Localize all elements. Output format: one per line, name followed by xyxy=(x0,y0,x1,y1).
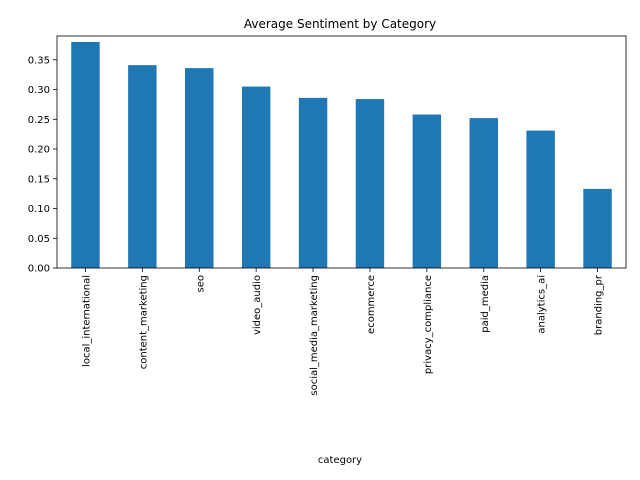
x-tick-label: paid_media xyxy=(480,275,491,333)
y-tick-label: 0.15 xyxy=(28,174,50,185)
bar-ecommerce xyxy=(355,99,385,268)
y-tick-label: 0.10 xyxy=(28,204,50,215)
chart-title: Average Sentiment by Category xyxy=(244,17,436,31)
x-tick-label: local_international xyxy=(81,275,92,367)
bar-analytics_ai xyxy=(526,130,555,268)
x-tick-label: video_audio xyxy=(252,275,263,335)
y-tick-label: 0.25 xyxy=(28,115,50,126)
x-tick-label: content_marketing xyxy=(138,275,149,369)
y-tick-label: 0.30 xyxy=(28,85,50,96)
x-tick-label: privacy_compliance xyxy=(423,275,434,374)
bar-paid_media xyxy=(469,118,498,268)
bar-content_marketing xyxy=(128,65,157,269)
bar-privacy_compliance xyxy=(412,114,442,269)
x-tick-label: analytics_ai xyxy=(537,275,548,334)
x-tick-label: social_media_marketing xyxy=(309,275,320,396)
plot-frame xyxy=(56,35,627,269)
bar-seo xyxy=(185,68,214,268)
axes-layer: local_international content_marketing seo v… xyxy=(28,35,627,396)
bar-video_audio xyxy=(241,86,271,268)
y-tick-label: 0.00 xyxy=(28,264,50,275)
x-tick-label: seo xyxy=(195,275,206,292)
y-tick-label: 0.20 xyxy=(28,145,50,156)
bar-local_international xyxy=(71,41,100,269)
bars-layer xyxy=(71,41,612,269)
bar-branding_pr xyxy=(583,188,612,268)
y-tick-label: 0.35 xyxy=(28,55,50,66)
x-tick-label: branding_pr xyxy=(594,274,605,335)
x-axis-label: category xyxy=(318,455,362,466)
bar-social_media_marketing xyxy=(298,97,328,268)
x-tick-label: ecommerce xyxy=(366,275,377,334)
y-tick-label: 0.05 xyxy=(28,234,50,245)
